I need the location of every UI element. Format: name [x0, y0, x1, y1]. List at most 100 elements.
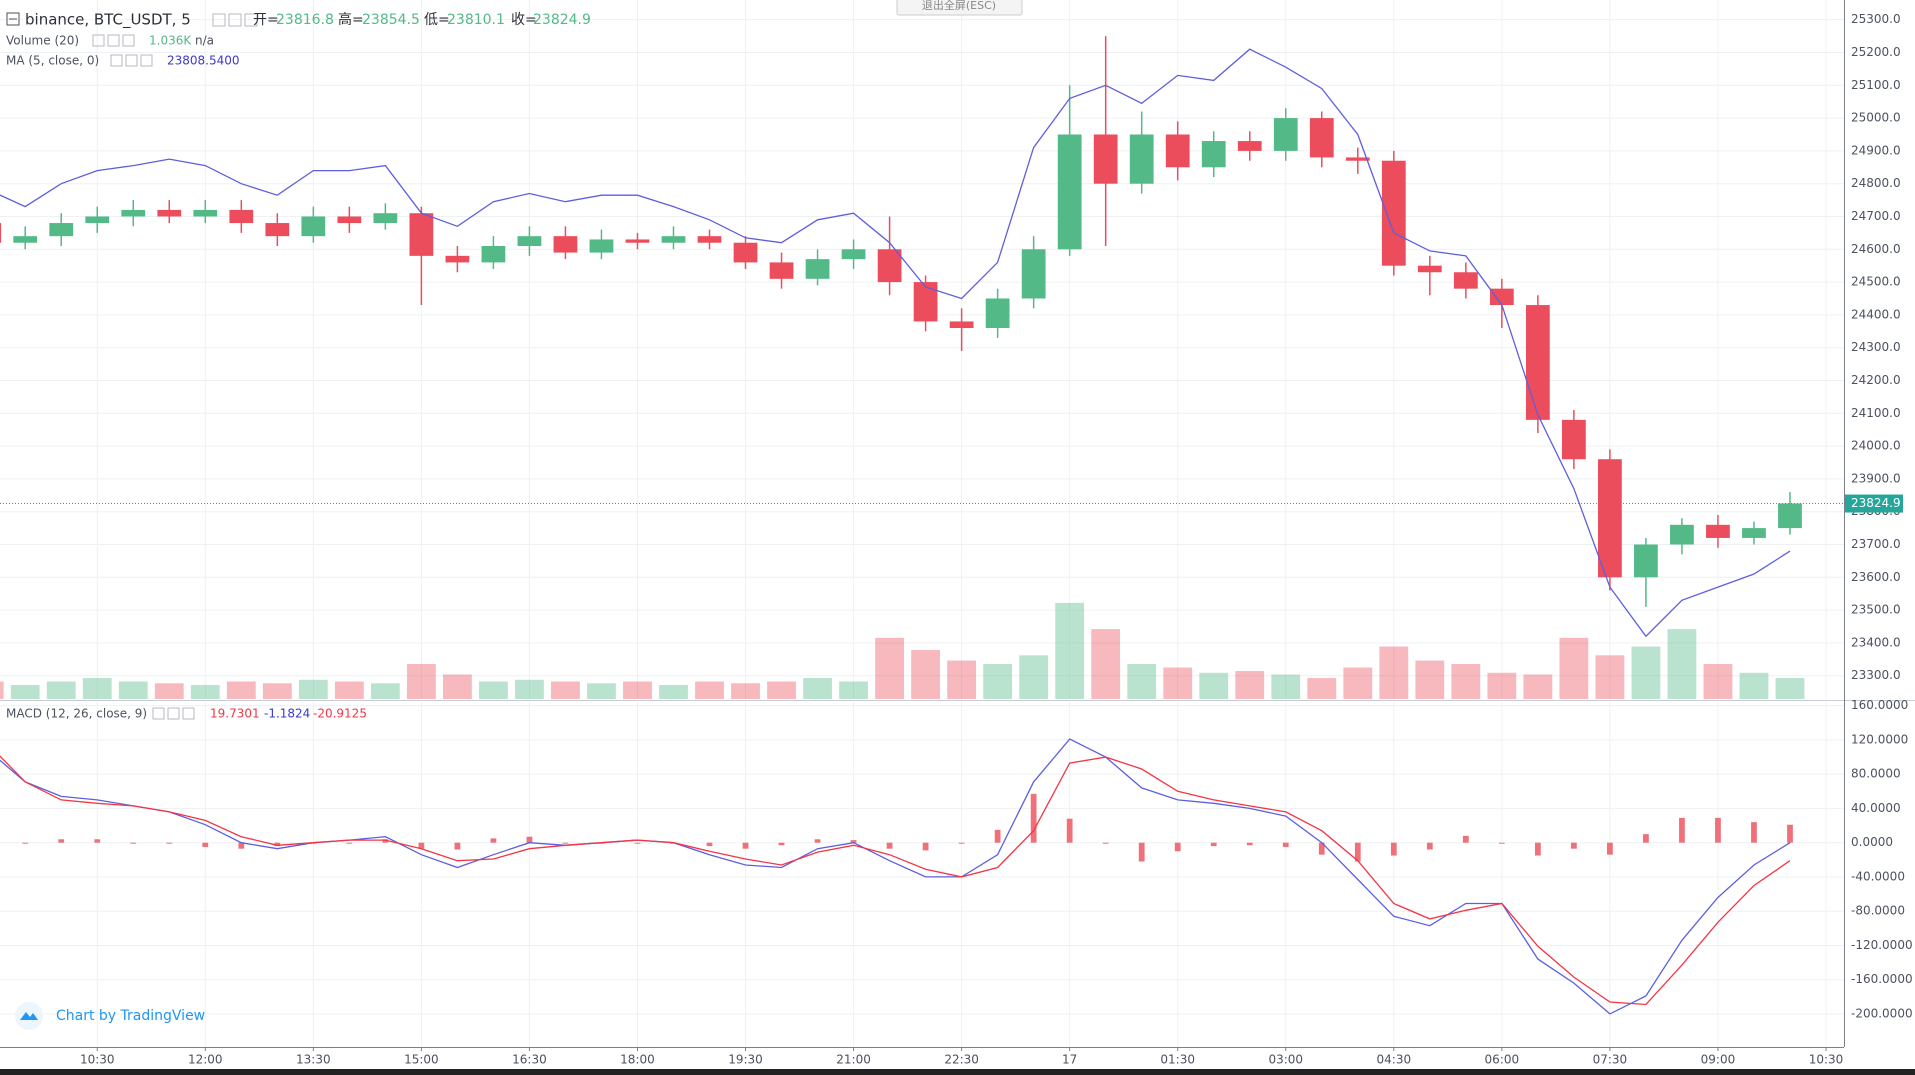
collapse-icon[interactable] — [6, 12, 20, 26]
volume-bar — [1487, 672, 1517, 699]
volume-bar — [1163, 667, 1193, 699]
close-button[interactable] — [244, 13, 258, 27]
candle-body — [1093, 134, 1118, 184]
last-price-label: 23824.9 — [1851, 496, 1901, 510]
x-tick-label: 16:30 — [512, 1053, 547, 1067]
candle-body — [949, 321, 974, 329]
macd-histogram-bar — [1787, 824, 1793, 843]
volume-bar — [1019, 655, 1049, 699]
symbol-title: binance, BTC_USDT, 5 — [25, 11, 191, 30]
volume-bar — [1199, 672, 1229, 699]
x-tick-label: 07:30 — [1593, 1053, 1628, 1067]
y-tick-label: 80.0000 — [1851, 767, 1901, 781]
volume-bar — [190, 685, 220, 699]
volume-bar — [118, 681, 148, 699]
macd-histogram-bar — [130, 842, 137, 844]
volume-bar — [1703, 664, 1733, 699]
x-tick-label: 22:30 — [944, 1053, 979, 1067]
x-tick-label: 10:30 — [80, 1053, 115, 1067]
volume-bar — [1559, 637, 1589, 699]
close-label: 收= — [511, 12, 537, 28]
candle-body — [121, 209, 146, 217]
settings-button[interactable] — [167, 707, 180, 720]
settings-button[interactable] — [228, 13, 242, 27]
x-tick-label: 01:30 — [1160, 1053, 1195, 1067]
volume-bar — [406, 664, 436, 699]
y-tick-label: 24000.0 — [1851, 439, 1901, 453]
eye-button[interactable] — [110, 54, 123, 67]
close-button[interactable] — [140, 54, 153, 67]
volume-bar — [262, 683, 292, 699]
macd-histogram-bar — [1715, 817, 1721, 843]
macd-histogram-bar — [1534, 842, 1541, 856]
candle-body — [1453, 272, 1478, 289]
candle-body — [1057, 134, 1082, 250]
candle-body — [1201, 141, 1226, 168]
volume-bar — [875, 637, 904, 699]
volume-value: 1.036K — [149, 34, 192, 48]
x-tick-label: 03:00 — [1268, 1053, 1303, 1067]
macd-histogram-bar — [1390, 842, 1397, 856]
volume-bar — [1775, 678, 1805, 699]
y-tick-label: -80.0000 — [1851, 904, 1905, 918]
candle-body — [1525, 305, 1550, 420]
volume-bar — [0, 681, 4, 699]
settings-button[interactable] — [125, 54, 138, 67]
volume-bar — [659, 685, 688, 699]
macd-histogram-bar — [1174, 842, 1181, 852]
eye-button[interactable] — [92, 34, 105, 47]
y-tick-label: 40.0000 — [1851, 801, 1901, 815]
candle-body — [913, 282, 938, 322]
candle-body — [157, 209, 182, 217]
y-tick-label: 25200.0 — [1851, 45, 1901, 59]
candle-body — [1598, 459, 1622, 578]
close-button[interactable] — [122, 34, 135, 47]
exit-fullscreen-button[interactable] — [896, 0, 1023, 16]
x-tick-label: 19:30 — [728, 1053, 763, 1067]
candle-body — [733, 242, 758, 263]
y-tick-label: 23500.0 — [1851, 603, 1901, 617]
volume-bar — [10, 685, 40, 699]
y-tick-label: 25100.0 — [1851, 78, 1901, 92]
candle-body — [1778, 503, 1802, 529]
macd-histogram-bar — [1498, 842, 1505, 844]
candle-body — [85, 216, 110, 224]
candle-body — [661, 236, 686, 243]
x-tick-label: 12:00 — [188, 1053, 223, 1067]
candle-body — [841, 249, 866, 260]
candle-body — [229, 209, 254, 224]
settings-button[interactable] — [107, 34, 120, 47]
eye-button[interactable] — [152, 707, 165, 720]
candle-body — [1381, 160, 1406, 266]
high-value: 23854.5 — [362, 12, 420, 28]
macd-histogram-bar — [562, 842, 569, 844]
close-button[interactable] — [182, 707, 195, 720]
eye-button[interactable] — [212, 13, 226, 27]
volume-bar — [1595, 655, 1625, 699]
volume-bar — [1307, 678, 1337, 699]
macd-histogram-bar — [418, 842, 425, 849]
candle-body — [1417, 265, 1442, 273]
exit-fullscreen-label: 退出全屏(ESC) — [922, 0, 996, 12]
volume-bar — [911, 650, 941, 699]
legend-buttons — [212, 13, 258, 27]
volume-bar — [623, 681, 652, 699]
volume-bar — [839, 681, 868, 699]
volume-bar — [82, 678, 112, 699]
x-tick-label: 17 — [1062, 1053, 1077, 1067]
candle-body — [193, 209, 218, 217]
macd-histogram-bar — [274, 842, 281, 847]
macd-histogram-bar — [526, 836, 533, 843]
x-tick-label: 15:00 — [404, 1053, 439, 1067]
candle-body — [13, 236, 38, 243]
branding-icon — [20, 1012, 38, 1020]
x-tick-label: 10:30 — [1809, 1053, 1844, 1067]
y-tick-label: 24100.0 — [1851, 406, 1901, 420]
candle-body — [1634, 544, 1658, 578]
y-tick-label: 24600.0 — [1851, 242, 1901, 256]
branding-link[interactable]: Chart by TradingView — [56, 1008, 205, 1024]
y-tick-label: 24700.0 — [1851, 209, 1901, 223]
macd-histogram-bar — [1138, 842, 1145, 862]
